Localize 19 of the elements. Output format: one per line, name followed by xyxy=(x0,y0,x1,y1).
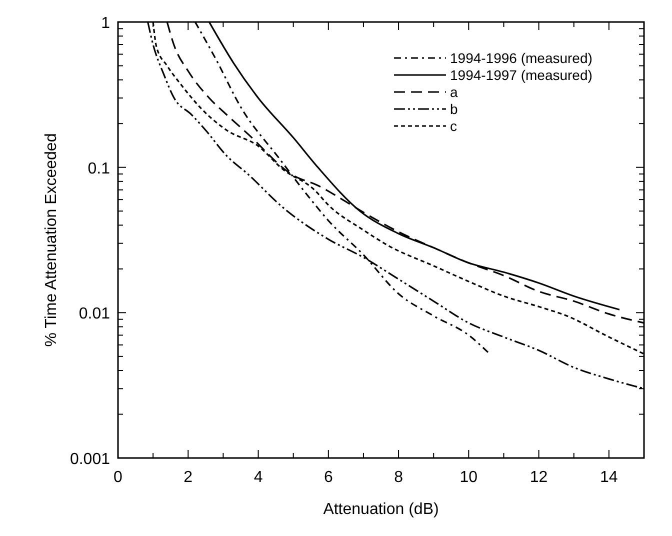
x-tick-label: 6 xyxy=(324,469,333,486)
x-tick-label: 14 xyxy=(600,469,618,486)
x-tick-label: 12 xyxy=(530,469,548,486)
legend-label: 1994-1997 (measured) xyxy=(450,67,592,83)
y-tick-label: 0.01 xyxy=(78,306,110,323)
legend-label: b xyxy=(450,101,458,117)
x-tick-label: 8 xyxy=(394,469,404,486)
x-tick-label: 2 xyxy=(184,469,193,486)
y-tick-label: 1 xyxy=(101,15,110,32)
x-tick-label: 0 xyxy=(114,469,123,486)
y-tick-label: 0.001 xyxy=(70,451,110,468)
legend-label: 1994-1996 (measured) xyxy=(450,50,592,66)
y-tick-label: 0.1 xyxy=(88,160,110,178)
legend-label: c xyxy=(450,118,457,134)
x-tick-label: 4 xyxy=(254,469,263,486)
y-axis-title: % Time Attenuation Exceeded xyxy=(43,133,60,347)
x-tick-label: 10 xyxy=(460,469,478,486)
legend-label: a xyxy=(450,84,458,100)
x-axis-title: Attenuation (dB) xyxy=(323,501,439,518)
